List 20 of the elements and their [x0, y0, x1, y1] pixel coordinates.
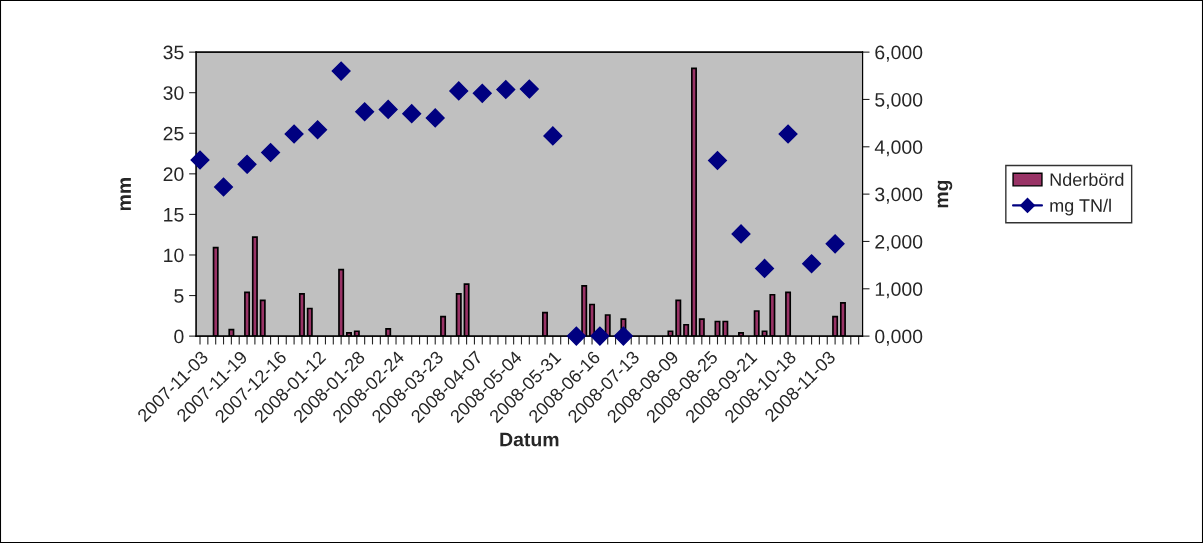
- x-axis-title: Datum: [500, 432, 559, 447]
- legend-label: Nderbörd: [1050, 172, 1124, 187]
- y-tick-label: 5: [174, 289, 184, 303]
- y-tick-label: 0: [174, 329, 184, 344]
- legend-label: mg TN/l: [1050, 198, 1111, 216]
- y2-axis-title: mg: [937, 180, 953, 208]
- y2-tick-label: 3,000: [875, 187, 923, 204]
- y2-tick-label: 2,000: [875, 234, 923, 251]
- y-tick-label: 35: [163, 45, 184, 60]
- y2-tick-label: 1,000: [875, 282, 923, 299]
- y-tick-label: 30: [163, 86, 184, 100]
- y2-tick-label: 4,000: [874, 140, 923, 157]
- y-tick-label: 25: [163, 126, 184, 141]
- y2-tick-label: 6,000: [875, 45, 923, 62]
- y-tick-label: 10: [164, 248, 184, 263]
- y-axis-title: mm: [120, 178, 131, 211]
- y2-tick-label: 5,000: [875, 92, 923, 109]
- y-tick-label: 20: [163, 167, 184, 182]
- y-tick-label: 15: [164, 208, 184, 222]
- y2-tick-label: 0,000: [875, 329, 923, 346]
